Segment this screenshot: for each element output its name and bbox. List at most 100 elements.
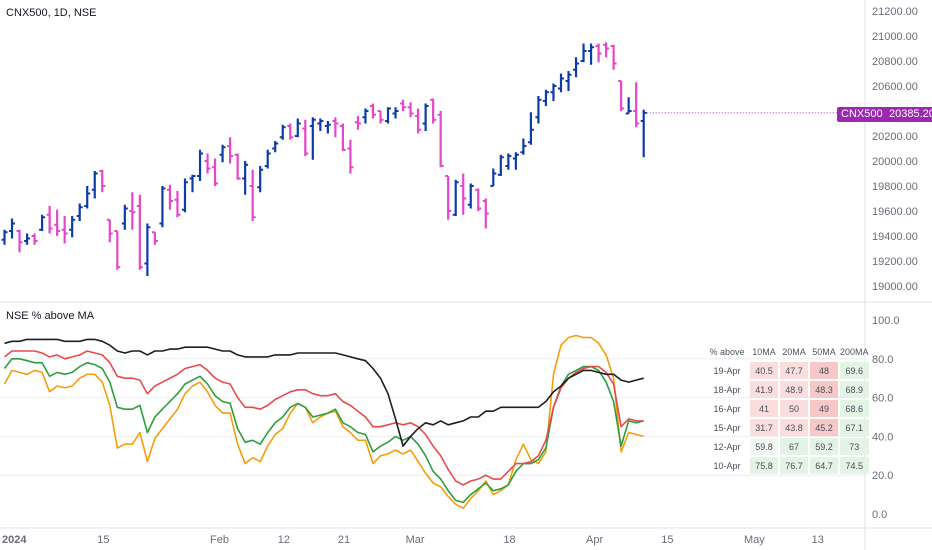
table-cell: 41.9 [750,381,778,398]
ohlc-bar [174,191,181,218]
price-tick-label: 19600.00 [872,206,918,218]
ohlc-bar [114,230,121,270]
ohlc-bar [354,116,361,130]
ohlc-bar [69,216,76,238]
ohlc-bar [46,206,53,234]
ohlc-bar [595,43,602,63]
ohlc-bar [317,118,324,131]
time-axis-label: 18 [503,534,515,546]
price-tick-label: 21000.00 [872,31,918,43]
series-line-50ma [4,350,644,486]
indicator-tick-label: 40.0 [872,431,893,443]
row-date: 12-Apr [713,441,741,452]
time-axis-label: 13 [812,534,824,546]
table-cell: 69.6 [840,362,869,379]
ohlc-bar [557,73,564,93]
ohlc-bar [332,117,339,138]
ohlc-bar [181,178,188,213]
symbol-tag: CNX500 [837,107,887,122]
ohlc-bar [565,71,572,91]
ohlc-bar [99,169,106,193]
ohlc-bar [227,137,234,164]
ohlc-bar [573,57,580,78]
table-cell: 47.7 [780,362,808,379]
price-bars [1,42,647,276]
price-tick-label: 21200.00 [872,6,918,18]
ohlc-bar [527,112,534,145]
ohlc-bar [625,97,632,115]
ohlc-bar [106,218,113,243]
price-tick-label: 20200.00 [872,131,918,143]
ohlc-bar [309,117,316,160]
ohlc-bar [166,184,173,210]
ohlc-bar [84,186,91,209]
ohlc-bar [392,107,399,119]
ohlc-bar [219,144,226,163]
ohlc-bar [294,118,301,138]
ohlc-bar [610,44,617,70]
table-cell: 68.6 [840,400,869,417]
ohlc-bar [542,89,549,106]
ohlc-bar [490,168,497,187]
ohlc-bar [640,109,647,158]
table-header: 10MA [752,346,776,357]
ohlc-bar [618,80,625,111]
table-cell: 41 [750,400,778,417]
ohlc-bar [580,43,587,63]
ohlc-bar [512,152,519,170]
price-tick-label: 19800.00 [872,181,918,193]
table-cell: 67 [780,438,808,455]
ohlc-bar [467,183,474,209]
table-cell: 74.5 [840,457,869,474]
ohlc-bar [272,141,279,153]
time-axis-label: Apr [586,534,603,546]
ohlc-bar [362,108,369,124]
ohlc-bar [1,229,8,245]
table-cell: 49 [810,400,838,417]
ohlc-bar [505,153,512,170]
price-tick-label: 19400.00 [872,231,918,243]
row-date: 16-Apr [713,403,741,414]
ohlc-bar [520,138,527,155]
ohlc-bar [347,139,354,174]
ohlc-bar [279,124,286,140]
ohlc-bar [9,218,16,239]
table-cell: 43.8 [780,419,808,436]
ohlc-bar [460,173,467,215]
table-cell: 76.7 [780,457,808,474]
table-row: 16-Apr 41 50 49 68.6 [706,400,869,417]
ohlc-bar [31,233,38,245]
table-header: 50MA [812,346,836,357]
time-axis-label: Feb [210,534,229,546]
time-axis-label: 15 [661,534,673,546]
time-axis-label: 21 [338,534,350,546]
ohlc-bar [550,83,557,101]
table-cell: 64.7 [810,457,838,474]
row-date: 15-Apr [713,422,741,433]
ohlc-bar [588,43,595,65]
row-date: 19-Apr [713,365,741,376]
ohlc-bar [136,194,143,270]
table-cell: 48.3 [810,381,838,398]
ohlc-bar [339,123,346,151]
ohlc-bar [535,96,542,124]
ohlc-bar [189,174,196,193]
ohlc-bar [324,121,331,134]
indicator-tick-label: 80.0 [872,354,893,366]
ohlc-bar [407,102,414,118]
row-date: 18-Apr [713,384,741,395]
table-cell: 31.7 [750,419,778,436]
ohlc-bar [452,179,459,216]
ma-lines [3,334,644,510]
table-cell: 67.1 [840,419,869,436]
time-axis-label: 2024 [2,534,27,546]
ohlc-bar [242,161,249,195]
ohlc-bar [197,149,204,181]
table-header: % above [709,346,745,357]
table-cell: 45.2 [810,419,838,436]
table-row: 19-Apr 40.5 47.7 48 69.6 [706,362,869,379]
table-cell: 50 [780,400,808,417]
table-cell: 73 [840,438,869,455]
ohlc-bar [497,154,504,176]
